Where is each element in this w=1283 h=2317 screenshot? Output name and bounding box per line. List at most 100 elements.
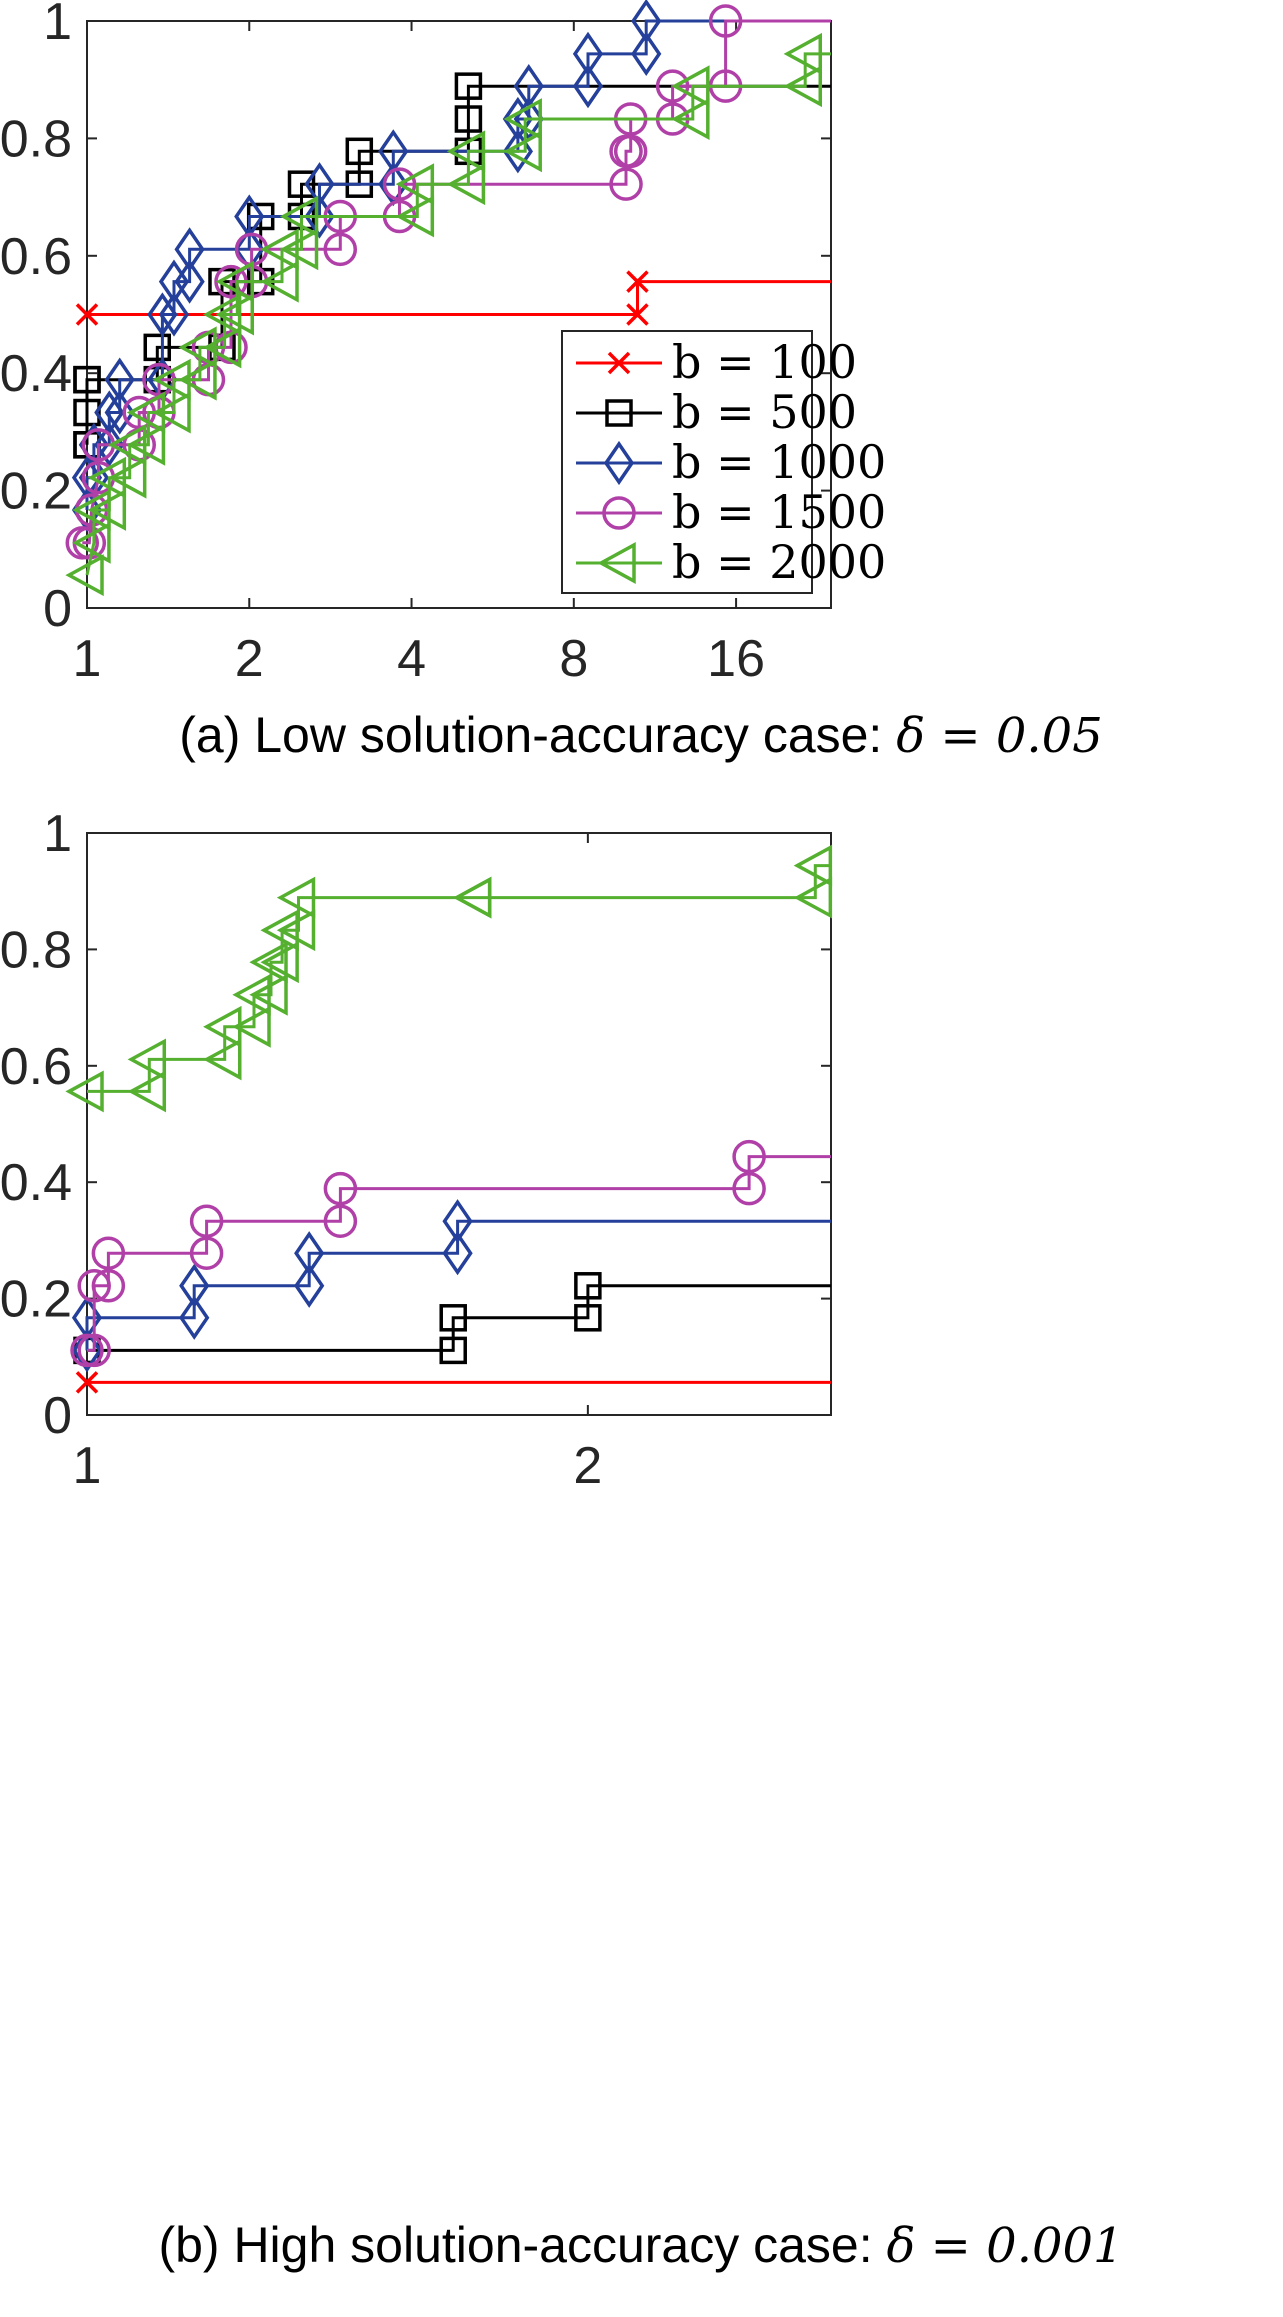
y-tick-label: 0 xyxy=(43,1387,72,1445)
legend-entry: b = 100 xyxy=(576,335,857,389)
legend-label: b = 1500 xyxy=(672,485,886,539)
data-point xyxy=(572,64,604,109)
series-line xyxy=(87,864,831,1093)
data-point xyxy=(108,423,147,466)
data-point xyxy=(572,31,604,76)
data-point xyxy=(249,941,288,984)
y-tick-label: 1 xyxy=(43,805,72,863)
legend-marker xyxy=(605,399,633,427)
data-point xyxy=(454,105,483,133)
data-point xyxy=(671,65,710,108)
series-b500 xyxy=(73,1272,831,1365)
data-point xyxy=(87,489,127,531)
x-tick-label: 2 xyxy=(235,630,264,688)
data-point xyxy=(626,303,649,326)
data-point xyxy=(574,1272,602,1300)
panel-a: 0 0.2 0.4 0.6 0.8 1 1 2 4 8 16 (a) Low solution-acc… xyxy=(0,0,1103,764)
data-point xyxy=(152,391,191,434)
data-point xyxy=(395,163,435,206)
legend-entry: b = 1500 xyxy=(576,485,886,539)
data-point xyxy=(382,167,417,201)
data-point xyxy=(439,1336,467,1365)
panel-caption: (a) Low solution-accuracy case: δ = 0.05 xyxy=(179,707,1102,764)
caption-text: (a) Low solution-accuracy case: xyxy=(179,707,896,763)
data-point xyxy=(513,64,544,109)
data-point xyxy=(442,1231,473,1276)
data-point xyxy=(104,390,135,435)
data-point xyxy=(655,69,690,103)
data-point xyxy=(215,260,255,303)
data-point xyxy=(732,1171,766,1206)
series-b100 xyxy=(75,1371,831,1394)
data-point xyxy=(708,4,743,38)
data-point xyxy=(287,170,316,198)
data-point xyxy=(94,390,125,435)
data-point xyxy=(232,973,271,1016)
data-point xyxy=(249,973,288,1016)
data-point xyxy=(502,96,534,142)
data-point xyxy=(126,391,166,434)
data-point xyxy=(631,0,662,44)
caption-math: δ = 0.05 xyxy=(896,708,1103,764)
data-point xyxy=(613,134,648,169)
data-point xyxy=(72,521,111,564)
legend-marker xyxy=(597,542,636,584)
data-point xyxy=(323,1204,358,1238)
panel-b: 0 0.2 0.4 0.6 0.8 1 1 2 (b) High solution-accura… xyxy=(0,805,1124,2274)
data-point xyxy=(323,232,358,267)
data-point xyxy=(783,32,822,75)
data-point xyxy=(126,423,166,466)
data-point xyxy=(104,357,135,402)
data-point xyxy=(73,398,101,427)
data-point xyxy=(294,1263,325,1308)
data-point xyxy=(232,1005,271,1048)
legend-marker xyxy=(607,351,631,375)
data-point xyxy=(783,65,822,108)
data-point xyxy=(503,130,542,173)
data-point xyxy=(260,228,299,271)
data-point xyxy=(276,876,316,919)
data-point xyxy=(108,456,147,499)
x-tick-label: 16 xyxy=(707,630,765,688)
data-point xyxy=(77,1269,111,1303)
data-point xyxy=(91,1236,126,1270)
data-point xyxy=(72,489,111,531)
data-point xyxy=(75,1371,99,1394)
x-tick-label: 1 xyxy=(73,1437,102,1495)
data-point xyxy=(793,876,833,919)
data-point xyxy=(147,292,178,337)
data-point xyxy=(345,137,374,166)
data-point xyxy=(732,1139,766,1174)
series-b100 xyxy=(75,270,831,326)
series-line xyxy=(87,1284,831,1352)
data-point xyxy=(453,876,492,919)
data-point xyxy=(574,1304,602,1332)
data-point xyxy=(454,72,483,100)
data-point xyxy=(323,1171,358,1206)
data-point xyxy=(276,909,316,952)
y-tick-label: 1 xyxy=(43,0,72,51)
data-point xyxy=(631,31,662,76)
data-point xyxy=(439,1304,467,1332)
x-tick-label: 1 xyxy=(73,630,102,688)
data-point xyxy=(73,365,101,394)
data-point xyxy=(174,227,205,272)
data-point xyxy=(503,98,542,140)
data-point xyxy=(178,326,217,369)
y-tick-label: 0.8 xyxy=(0,110,72,168)
data-point xyxy=(94,422,125,467)
legend-entry: b = 500 xyxy=(576,385,857,439)
data-point xyxy=(189,1204,224,1238)
y-tick-label: 0.2 xyxy=(0,463,72,521)
legend-entry: b = 1000 xyxy=(576,435,886,489)
y-tick-label: 0.8 xyxy=(0,921,72,979)
data-point xyxy=(304,162,335,207)
legend-label: b = 100 xyxy=(672,335,857,389)
y-tick-label: 0 xyxy=(43,580,72,638)
data-point xyxy=(202,293,242,336)
data-point xyxy=(158,292,190,337)
x-tick-label: 2 xyxy=(573,1437,602,1495)
y-tick-label: 0.2 xyxy=(0,1271,72,1329)
